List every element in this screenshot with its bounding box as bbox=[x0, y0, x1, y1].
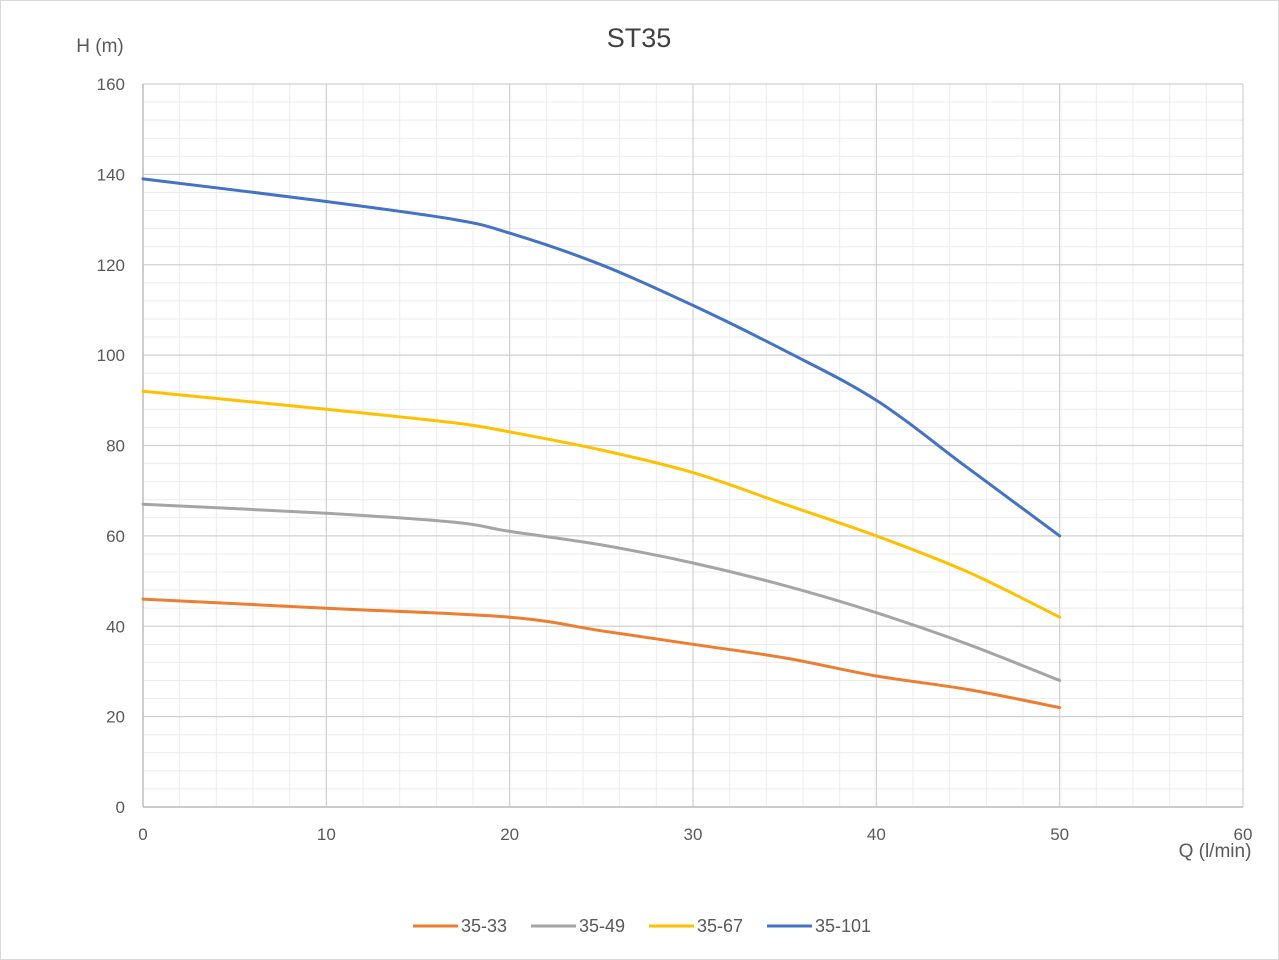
series-line-35-67 bbox=[141, 389, 1062, 619]
axes bbox=[142, 84, 1243, 808]
legend-label-35-33: 35-33 bbox=[461, 916, 507, 936]
x-axis-title: Q (l/min) bbox=[1179, 841, 1252, 862]
y-tick-label: 100 bbox=[97, 346, 125, 365]
x-tick-label: 50 bbox=[1050, 825, 1069, 844]
x-tick-label: 10 bbox=[317, 825, 336, 844]
x-tick-label: 20 bbox=[500, 825, 519, 844]
x-tick-label: 30 bbox=[684, 825, 703, 844]
x-tick-labels: 0 10 20 30 40 50 60 bbox=[138, 825, 1252, 844]
legend-label-35-67: 35-67 bbox=[697, 916, 743, 936]
legend-label-35-49: 35-49 bbox=[579, 916, 625, 936]
series-line-35-101 bbox=[141, 177, 1062, 538]
legend: 35-33 35-49 35-67 35-101 bbox=[413, 916, 871, 936]
y-axis-title: H (m) bbox=[76, 36, 123, 57]
legend-label-35-101: 35-101 bbox=[815, 916, 871, 936]
y-tick-label: 40 bbox=[106, 617, 125, 636]
y-tick-label: 160 bbox=[97, 75, 125, 94]
series-layer bbox=[141, 177, 1062, 710]
x-tick-label: 60 bbox=[1234, 825, 1253, 844]
y-tick-label: 120 bbox=[97, 256, 125, 275]
x-tick-label: 40 bbox=[867, 825, 886, 844]
y-tick-label: 80 bbox=[106, 437, 125, 456]
series-line-35-49 bbox=[141, 502, 1062, 682]
series-line-35-33 bbox=[141, 597, 1062, 710]
y-tick-labels: 0 20 40 60 80 100 120 140 160 bbox=[97, 75, 125, 817]
y-tick-label: 140 bbox=[97, 165, 125, 184]
y-tick-label: 20 bbox=[106, 708, 125, 727]
x-tick-label: 0 bbox=[138, 825, 147, 844]
chart-title: ST35 bbox=[607, 23, 672, 53]
y-tick-label: 60 bbox=[106, 527, 125, 546]
y-tick-label: 0 bbox=[116, 798, 125, 817]
